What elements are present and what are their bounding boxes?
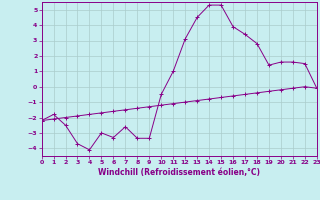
X-axis label: Windchill (Refroidissement éolien,°C): Windchill (Refroidissement éolien,°C) bbox=[98, 168, 260, 177]
